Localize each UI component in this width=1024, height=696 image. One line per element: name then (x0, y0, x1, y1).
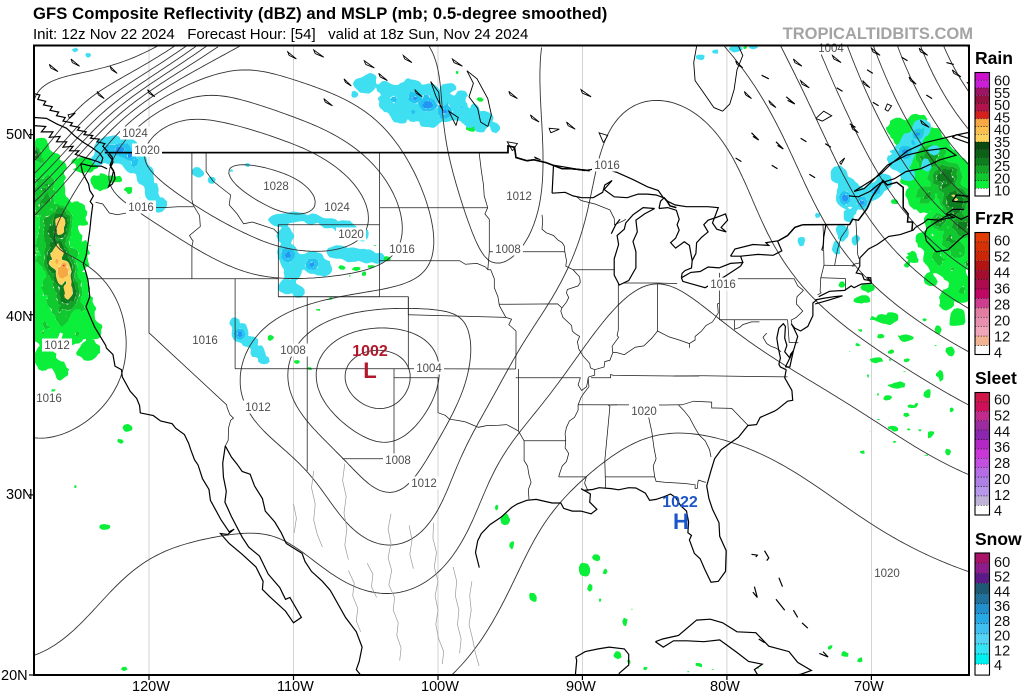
svg-text:1004: 1004 (416, 363, 442, 375)
svg-text:H: H (673, 509, 689, 534)
svg-text:12: 12 (994, 330, 1010, 346)
svg-text:20: 20 (994, 472, 1010, 488)
svg-text:1016: 1016 (192, 335, 218, 347)
svg-text:28: 28 (994, 456, 1010, 472)
svg-text:1020: 1020 (134, 145, 160, 157)
svg-text:1016: 1016 (389, 244, 415, 256)
svg-text:1016: 1016 (36, 393, 62, 405)
svg-text:44: 44 (994, 266, 1010, 282)
svg-text:60: 60 (994, 74, 1010, 90)
svg-text:60: 60 (994, 393, 1010, 409)
svg-text:36: 36 (994, 440, 1010, 456)
svg-text:10: 10 (994, 184, 1010, 200)
svg-text:50: 50 (994, 98, 1010, 114)
svg-text:60: 60 (994, 234, 1010, 250)
svg-text:FrzR: FrzR (975, 208, 1014, 228)
svg-text:52: 52 (994, 570, 1010, 586)
svg-text:1008: 1008 (495, 244, 521, 256)
svg-text:20: 20 (994, 629, 1010, 645)
svg-text:1002: 1002 (352, 343, 388, 360)
svg-text:36: 36 (994, 599, 1010, 615)
svg-text:Snow: Snow (975, 529, 1022, 549)
svg-text:28: 28 (994, 297, 1010, 313)
svg-text:1020: 1020 (631, 406, 657, 418)
svg-text:Rain: Rain (975, 48, 1013, 68)
svg-text:55: 55 (994, 86, 1010, 102)
svg-text:1022: 1022 (662, 494, 698, 511)
svg-text:12: 12 (994, 643, 1010, 659)
svg-text:1012: 1012 (44, 340, 70, 352)
svg-text:4: 4 (994, 503, 1002, 519)
svg-text:35: 35 (994, 135, 1010, 151)
svg-text:20: 20 (994, 171, 1010, 187)
svg-text:4: 4 (994, 346, 1002, 362)
svg-text:1028: 1028 (263, 181, 289, 193)
svg-text:1012: 1012 (245, 402, 271, 414)
svg-text:1016: 1016 (710, 279, 736, 291)
svg-text:4: 4 (994, 658, 1002, 674)
svg-text:25: 25 (994, 159, 1010, 175)
svg-text:44: 44 (994, 424, 1010, 440)
svg-text:52: 52 (994, 250, 1010, 266)
svg-text:36: 36 (994, 282, 1010, 298)
svg-text:40: 40 (994, 123, 1010, 139)
svg-text:28: 28 (994, 614, 1010, 630)
svg-text:12: 12 (994, 488, 1010, 504)
svg-text:44: 44 (994, 584, 1010, 600)
svg-text:1020: 1020 (338, 229, 364, 241)
svg-text:60: 60 (994, 555, 1010, 571)
svg-text:1008: 1008 (280, 345, 306, 357)
svg-text:1012: 1012 (506, 191, 532, 203)
svg-text:45: 45 (994, 110, 1010, 126)
svg-text:1012: 1012 (411, 478, 437, 490)
svg-text:52: 52 (994, 408, 1010, 424)
svg-text:30: 30 (994, 147, 1010, 163)
svg-text:1024: 1024 (324, 202, 350, 214)
svg-text:1020: 1020 (874, 568, 900, 580)
svg-text:L: L (363, 358, 376, 383)
svg-text:20: 20 (994, 313, 1010, 329)
svg-text:1016: 1016 (128, 202, 154, 214)
svg-text:1024: 1024 (122, 128, 148, 140)
svg-text:1016: 1016 (594, 160, 620, 172)
svg-text:Sleet: Sleet (975, 368, 1017, 388)
svg-text:1008: 1008 (385, 455, 411, 467)
